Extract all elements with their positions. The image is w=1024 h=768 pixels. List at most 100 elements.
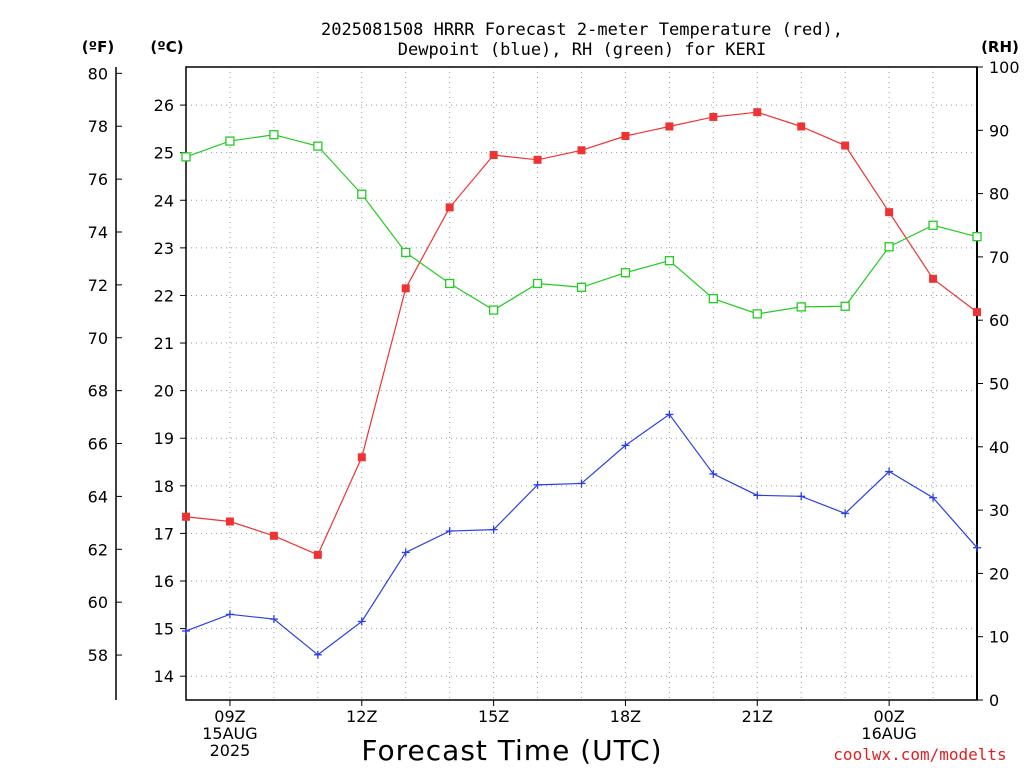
temperature-point — [621, 132, 630, 141]
fahrenheit-tick-label: 68 — [88, 382, 108, 401]
chart-title-line-1: 2025081508 HRRR Forecast 2-meter Tempera… — [321, 20, 843, 40]
rh-point — [269, 130, 279, 140]
dewpoint-line — [185, 413, 978, 656]
dewpoint-point — [269, 615, 278, 624]
dewpoint-point — [401, 548, 410, 557]
rh-tick-label: 30 — [989, 501, 1009, 520]
dewpoint-point — [357, 617, 366, 626]
x-tick-label: 15Z — [478, 707, 509, 726]
rh-point — [620, 268, 631, 278]
temperature-point — [401, 284, 410, 293]
temperature-point — [929, 274, 938, 283]
dewpoint-point — [973, 543, 981, 552]
temperature-point — [225, 517, 234, 526]
fahrenheit-tick-label: 60 — [88, 593, 108, 612]
celsius-tick-label: 19 — [154, 429, 174, 448]
celsius-axis-unit: (ºC) — [150, 38, 183, 56]
dewpoint-point — [665, 410, 674, 419]
temperature-point — [445, 203, 454, 212]
rh-point — [796, 302, 806, 312]
rh-point — [840, 301, 850, 311]
celsius-tick-label: 25 — [154, 144, 174, 163]
rh-tick-label: 10 — [989, 628, 1009, 647]
x-tick-label: 00Z — [873, 707, 904, 726]
rh-tick-label: 70 — [989, 248, 1009, 267]
temperature-point — [313, 550, 322, 559]
grid-lines — [186, 67, 977, 700]
dewpoint-point — [313, 650, 322, 659]
x-tick-label: 09Z — [214, 707, 245, 726]
dewpoint-point — [182, 626, 190, 635]
rh-tick-label: 90 — [989, 121, 1009, 140]
x-tick-label: 16AUG — [861, 724, 916, 743]
dewpoint-point — [533, 480, 542, 489]
celsius-tick-label: 22 — [154, 286, 174, 305]
rh-point — [708, 294, 718, 304]
temperature-point — [357, 453, 366, 462]
dewpoint-point — [841, 509, 850, 518]
fahrenheit-tick-label: 72 — [88, 276, 108, 295]
credit-text: coolwx.com/modelts — [833, 745, 1006, 764]
rh-point — [225, 136, 235, 146]
rh-point — [445, 278, 455, 289]
rh-point — [576, 282, 587, 292]
rh-tick-label: 0 — [989, 691, 999, 710]
rh-point — [532, 278, 543, 289]
dewpoint-point — [753, 491, 762, 500]
celsius-tick-label: 14 — [154, 667, 174, 686]
rh-series — [181, 130, 982, 319]
dewpoint-point — [577, 479, 586, 488]
dewpoint-point — [885, 467, 894, 476]
rh-point — [488, 305, 499, 315]
x-tick-label: 21Z — [742, 707, 773, 726]
dewpoint-point — [709, 469, 718, 478]
rh-point — [752, 309, 762, 319]
dewpoint-point — [489, 525, 498, 534]
celsius-tick-label: 15 — [154, 620, 174, 639]
celsius-tick-label: 16 — [154, 572, 174, 591]
chart-title-line-2: Dewpoint (blue), RH (green) for KERI — [398, 40, 766, 60]
celsius-tick-label: 21 — [154, 334, 174, 353]
rh-point — [357, 189, 367, 199]
celsius-tick-label: 26 — [154, 96, 174, 115]
x-axis-title: Forecast Time (UTC) — [361, 734, 662, 767]
rh-tick-label: 40 — [989, 438, 1009, 457]
rh-point — [313, 141, 323, 151]
temperature-point — [489, 151, 498, 160]
rh-tick-label: 60 — [989, 311, 1009, 330]
celsius-tick-label: 17 — [154, 524, 174, 543]
celsius-tick-label: 20 — [154, 382, 174, 401]
fahrenheit-tick-label: 66 — [88, 435, 108, 454]
fahrenheit-tick-label: 58 — [88, 646, 108, 665]
fahrenheit-tick-label: 62 — [88, 540, 108, 559]
rh-tick-label: 20 — [989, 564, 1009, 583]
rh-point — [181, 152, 191, 162]
axes: 14 15 16 17 18 19 20 21 22 23 24 25 26 58 60 62 64 66 68 70… — [88, 58, 1020, 760]
x-tick-label: 2025 — [210, 741, 251, 760]
dewpoint-point — [797, 492, 806, 501]
x-tick-label: 15AUG — [202, 724, 257, 743]
rh-point — [664, 256, 675, 266]
celsius-tick-label: 18 — [154, 477, 174, 496]
temperature-point — [797, 122, 806, 131]
fahrenheit-tick-label: 64 — [88, 487, 108, 506]
fahrenheit-tick-label: 76 — [88, 170, 108, 189]
rh-tick-label: 80 — [989, 185, 1009, 204]
celsius-tick-label: 23 — [154, 239, 174, 258]
dewpoint-point — [445, 527, 454, 536]
temperature-point — [577, 146, 586, 155]
temperature-point — [885, 208, 894, 217]
temperature-line — [185, 111, 978, 556]
x-tick-label: 12Z — [346, 707, 377, 726]
fahrenheit-tick-label: 70 — [88, 329, 108, 348]
dewpoint-point — [929, 493, 938, 502]
temperature-point — [182, 512, 190, 521]
temperature-point — [709, 112, 718, 121]
temperature-point — [269, 531, 278, 540]
rh-axis-unit: (RH) — [981, 38, 1019, 56]
rh-tick-label: 100 — [989, 58, 1020, 77]
fahrenheit-tick-label: 78 — [88, 117, 108, 136]
temperature-point — [841, 141, 850, 150]
temperature-point — [533, 155, 542, 164]
